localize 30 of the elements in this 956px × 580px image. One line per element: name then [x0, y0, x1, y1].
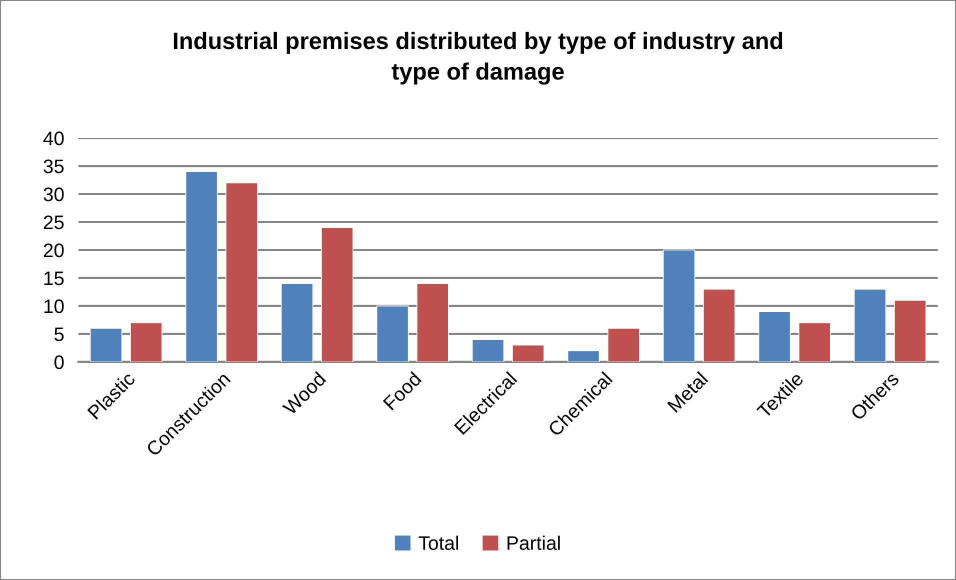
chart-title: Industrial premises distributed by type of industry and type of damage: [174, 32, 782, 85]
y-tick-label: 5: [54, 328, 64, 342]
bar: [130, 322, 162, 362]
y-tick-label: 35: [44, 159, 64, 174]
bar: [607, 328, 640, 362]
bar: [854, 288, 886, 362]
bar: [226, 182, 258, 362]
bar: [567, 350, 600, 362]
bar: [702, 288, 736, 362]
bar: [280, 283, 314, 362]
y-tick-label: 20: [44, 243, 64, 258]
bar: [376, 306, 409, 362]
legend-label: Partial: [508, 536, 560, 550]
bar: [321, 227, 354, 362]
legend-label: Total: [418, 536, 458, 550]
y-tick-label: 15: [44, 272, 64, 286]
y-tick-label: 0: [54, 355, 64, 370]
bar: [662, 250, 696, 362]
y-tick-label: 30: [44, 187, 64, 202]
bar: [90, 328, 122, 362]
y-tick-label: 10: [44, 299, 64, 314]
bar: [798, 322, 831, 362]
bar: [894, 300, 926, 362]
bar: [185, 171, 218, 362]
bar: [512, 344, 544, 362]
y-tick-label: 40: [43, 132, 64, 146]
bar: [472, 339, 504, 362]
bar: [758, 311, 791, 362]
bar: [416, 283, 449, 362]
y-tick-label: 25: [44, 215, 64, 230]
